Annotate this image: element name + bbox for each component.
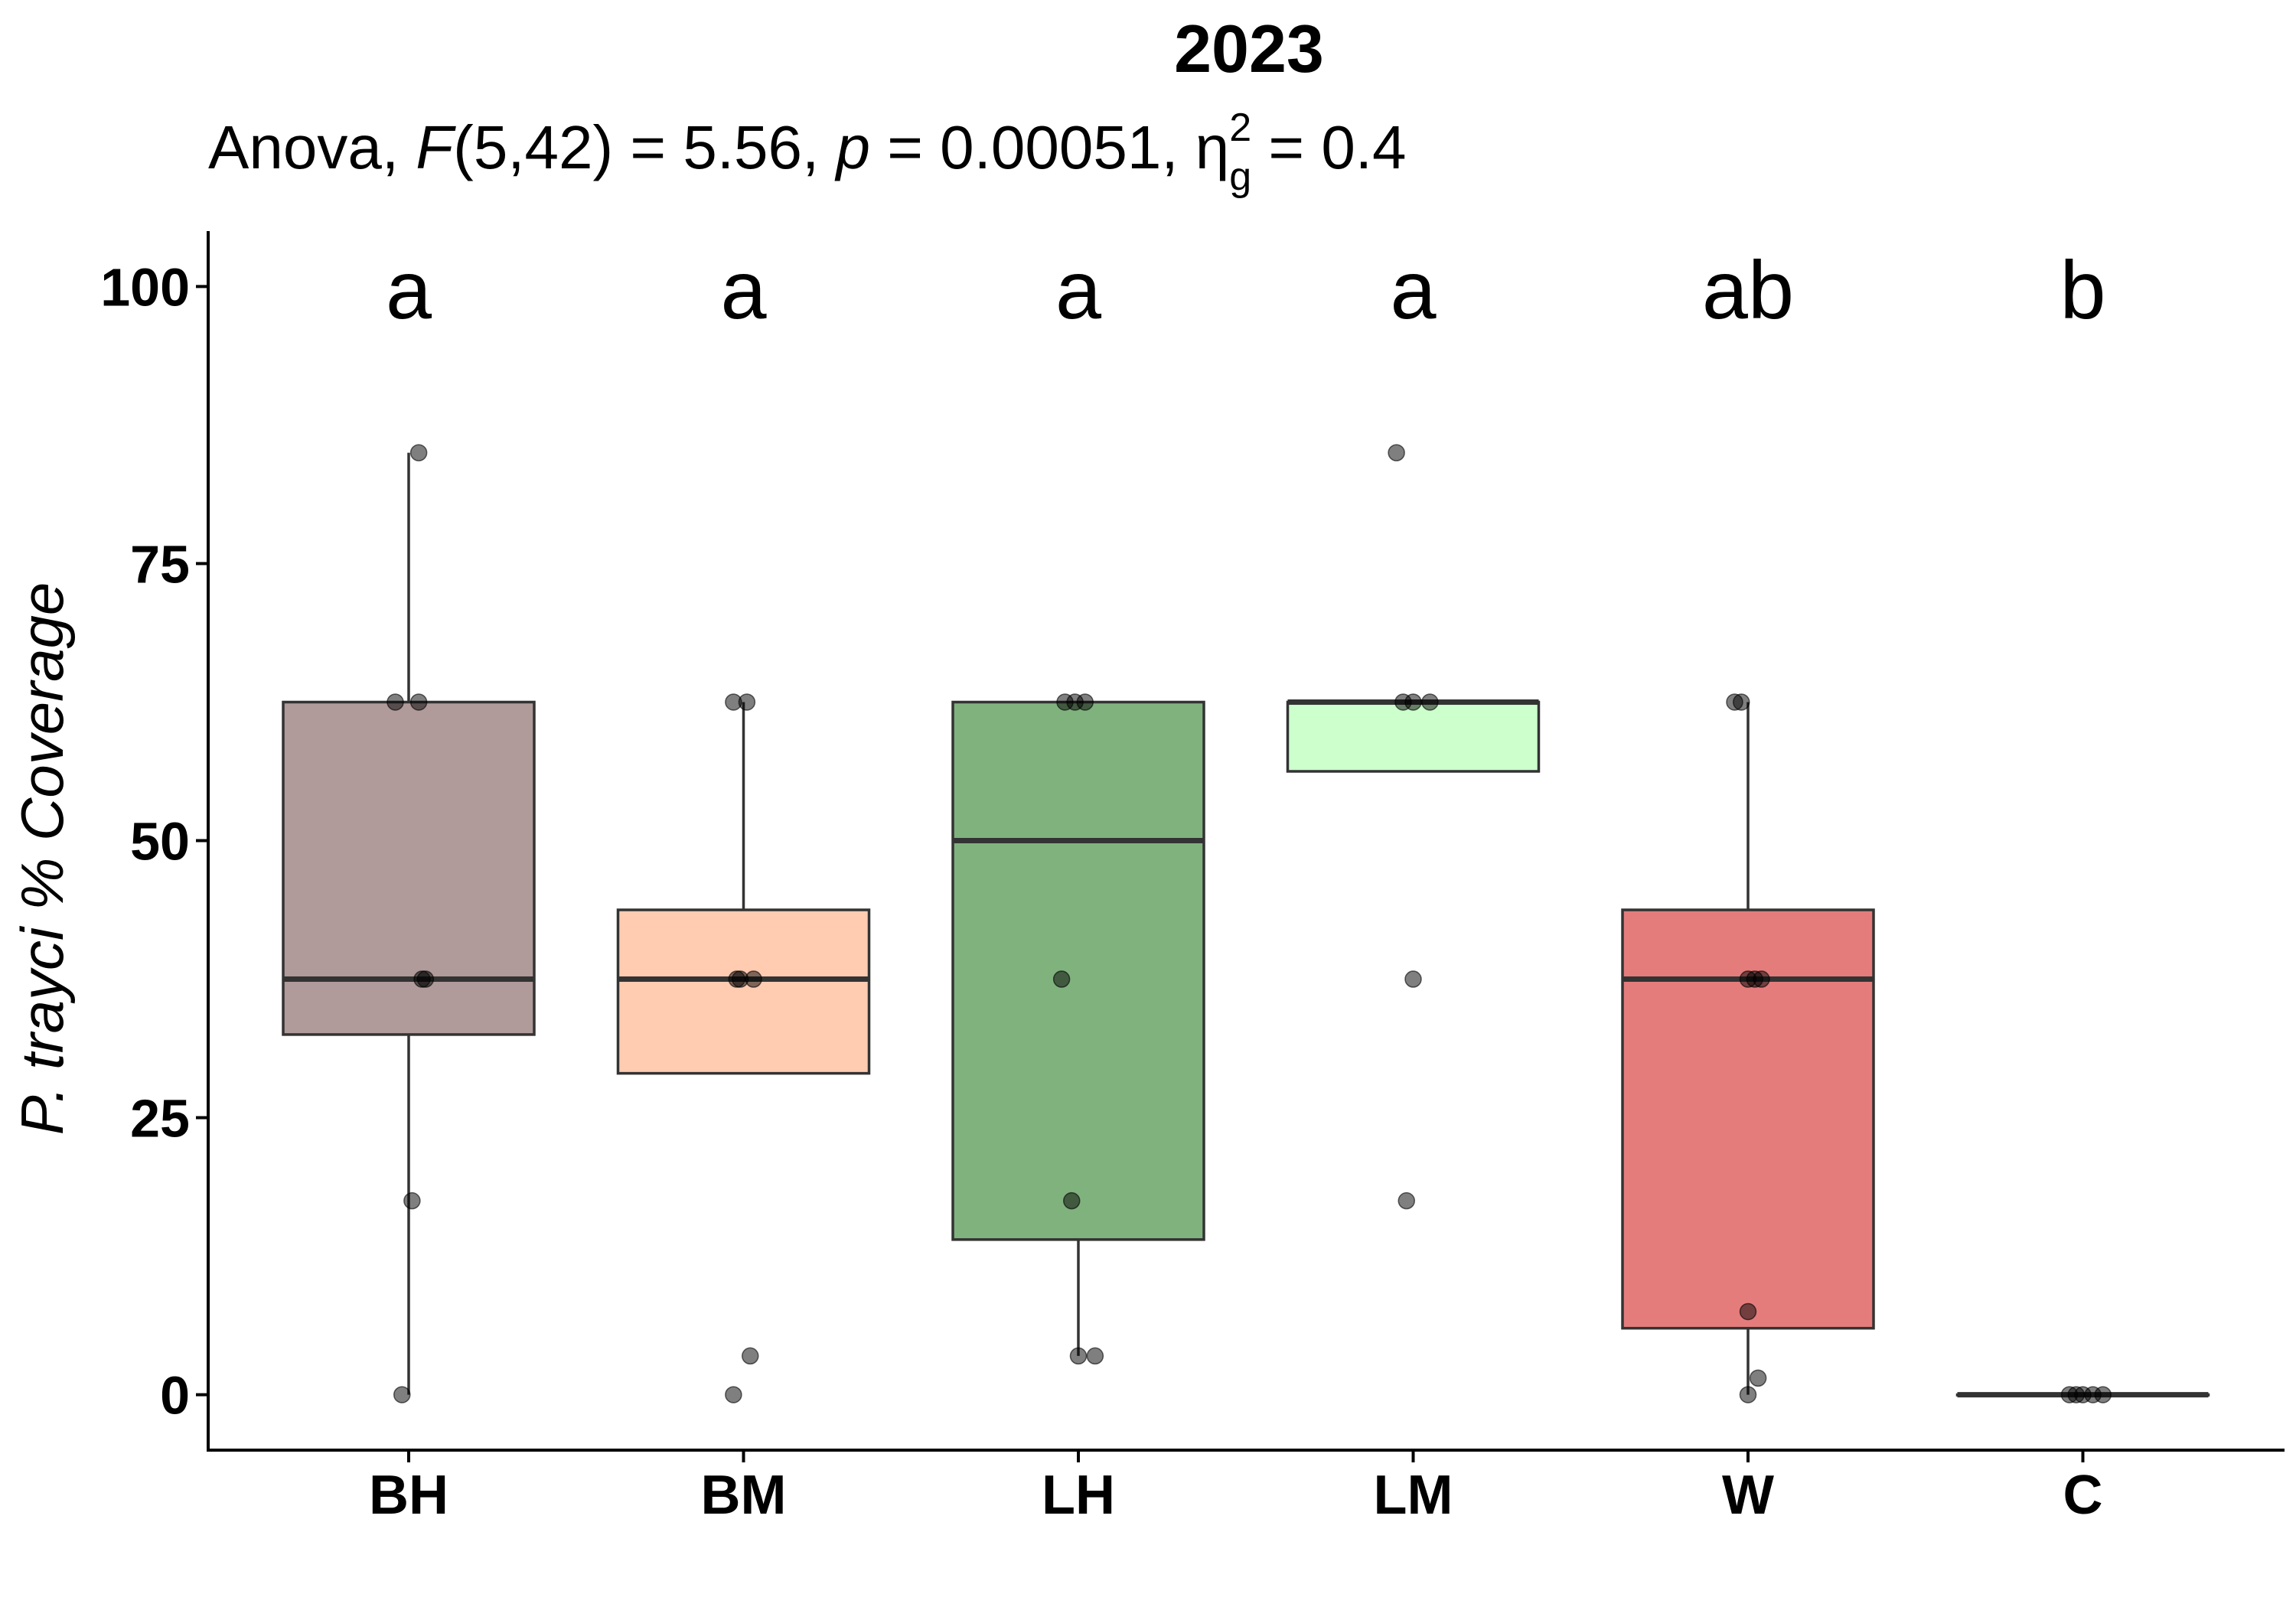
data-point <box>738 693 756 711</box>
significance-letter: a <box>1055 243 1102 336</box>
plot-area: 0 25 50 75 100 BH a BM a LH a LM a Wab Cb <box>100 231 2285 1526</box>
subtitle-f-symbol: F <box>416 113 456 181</box>
subtitle-eta-subscript: g <box>1229 155 1251 199</box>
significance-letter: a <box>386 243 432 336</box>
subtitle-eta-symbol: η <box>1195 113 1230 181</box>
box <box>951 700 1205 1241</box>
box <box>282 700 536 1036</box>
subtitle-eta-superscript: 2 <box>1229 106 1251 150</box>
data-point <box>409 693 428 711</box>
data-point <box>1069 1347 1088 1365</box>
data-point <box>409 444 428 461</box>
data-point <box>1404 693 1422 711</box>
data-point <box>725 1386 742 1403</box>
data-point <box>1397 1191 1415 1210</box>
subtitle-prefix: Anova, <box>208 113 416 181</box>
significance-letter: ab <box>1702 243 1794 336</box>
x-tick-label: LH <box>1042 1465 1115 1526</box>
subtitle-p-symbol: p <box>834 113 870 181</box>
subtitle-f-args: (5,42) = 5.56, <box>453 113 836 181</box>
data-point <box>386 693 404 711</box>
data-point <box>1076 693 1094 711</box>
chart-title: 2023 <box>1174 11 1324 86</box>
data-point <box>742 1347 759 1365</box>
chart-subtitle: Anova, F(5,42) = 5.56, p = 0.00051, η2 g … <box>208 106 1407 199</box>
data-point <box>1421 693 1439 711</box>
data-point <box>1749 1369 1767 1387</box>
x-tick-label: C <box>2063 1465 2103 1526</box>
data-point <box>1404 970 1422 988</box>
subtitle-eta-value: = 0.4 <box>1251 113 1406 181</box>
x-tick-label: BH <box>369 1465 448 1526</box>
y-tick-label: 0 <box>160 1366 190 1426</box>
data-point <box>403 1191 421 1210</box>
data-point <box>1739 1302 1757 1321</box>
significance-letter: a <box>1390 243 1437 336</box>
subtitle-p-value: = 0.00051, <box>870 113 1195 181</box>
data-point <box>1739 1386 1757 1403</box>
y-tick-label: 50 <box>130 812 190 872</box>
box <box>1286 700 1541 773</box>
y-tick-label: 75 <box>130 534 190 594</box>
y-tick-label: 100 <box>100 257 190 317</box>
x-tick-label: LM <box>1374 1465 1453 1526</box>
data-point <box>1388 444 1405 461</box>
data-point <box>393 1386 411 1403</box>
data-point <box>1063 1191 1081 1210</box>
box <box>616 908 871 1075</box>
y-tick-label: 25 <box>130 1089 190 1149</box>
data-point <box>745 970 762 988</box>
significance-letter: b <box>2060 243 2105 336</box>
significance-letter: a <box>720 243 767 336</box>
data-point <box>1753 970 1770 988</box>
data-point <box>1733 693 1750 711</box>
x-tick-label: W <box>1722 1465 1774 1526</box>
data-point <box>2094 1386 2112 1403</box>
data-point <box>416 970 435 988</box>
data-point <box>1052 970 1071 988</box>
y-axis-label: P. trayci % Coverage <box>8 582 76 1136</box>
data-point <box>1086 1347 1104 1365</box>
x-tick-label: BM <box>701 1465 787 1526</box>
